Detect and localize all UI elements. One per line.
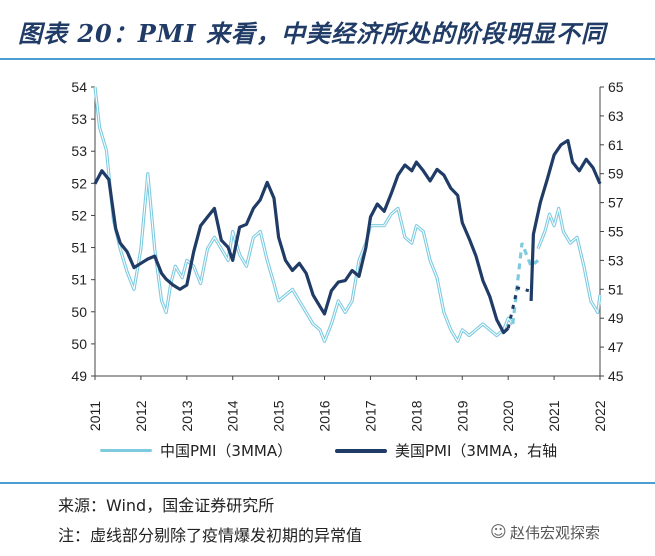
legend-label-us: 美国PMI（3MMA，右轴 — [395, 442, 558, 460]
right-tick-label: 55 — [608, 224, 624, 240]
left-tick-label: 52 — [71, 207, 87, 223]
left-tick-label: 49 — [71, 368, 87, 384]
x-tick-label: 2011 — [87, 401, 103, 431]
x-tick-label: 2022 — [592, 400, 608, 431]
series-dash-china — [511, 242, 540, 325]
source-text: 来源：Wind，国金证券研究所 — [58, 496, 275, 515]
series-line-china-outer — [93, 86, 515, 343]
x-tick-label: 2015 — [271, 400, 287, 431]
top-divider — [0, 58, 655, 60]
right-tick-label: 57 — [608, 195, 624, 211]
watermark-text: 赵伟宏观探索 — [510, 524, 601, 542]
x-tick-label: 2017 — [362, 400, 378, 431]
x-tick-label: 2018 — [408, 400, 424, 431]
right-tick-label: 65 — [608, 79, 624, 95]
series-dash-us — [506, 286, 530, 329]
right-tick-label: 51 — [608, 281, 624, 297]
series-line-china-inner — [94, 86, 514, 342]
legend-item-china: 中国PMI（3MMA） — [100, 440, 292, 461]
bottom-divider — [0, 482, 655, 484]
series-post-china-inner — [537, 207, 601, 313]
left-tick-label: 54 — [71, 79, 87, 95]
left-tick-label: 52 — [71, 175, 87, 191]
left-tick-label: 51 — [71, 240, 87, 256]
x-tick-label: 2012 — [133, 400, 149, 431]
legend-swatch-us — [335, 448, 387, 453]
right-tick-label: 59 — [608, 166, 624, 182]
x-tick-label: 2016 — [317, 400, 333, 431]
x-tick-label: 2014 — [225, 400, 241, 431]
left-tick-label: 50 — [71, 336, 87, 352]
series-post-us — [529, 138, 602, 301]
legend: 中国PMI（3MMA） 美国PMI（3MMA，右轴 — [0, 440, 655, 470]
left-tick-label: 50 — [71, 304, 87, 320]
x-tick-label: 2013 — [179, 400, 195, 431]
legend-item-us: 美国PMI（3MMA，右轴 — [335, 440, 557, 461]
chart-svg: 54 53 53 52 52 51 51 50 50 49 65 63 61 59 57 55 53 51 49 47… — [71, 79, 624, 432]
legend-label-china: 中国PMI（3MMA） — [160, 442, 293, 460]
x-tick-label: 2021 — [546, 400, 562, 431]
right-tick-label: 47 — [608, 339, 624, 355]
series-line-us — [93, 160, 510, 335]
left-tick-label: 51 — [71, 272, 87, 288]
legend-swatch-china — [100, 449, 152, 452]
right-tick-label: 49 — [608, 310, 624, 326]
wechat-icon: ☺ — [490, 522, 507, 541]
page-title: 图表 20：PMI 来看，中美经济所处的阶段明显不同 — [18, 19, 606, 48]
right-tick-label: 53 — [608, 252, 624, 268]
right-tick-label: 63 — [608, 108, 624, 124]
left-tick-label: 53 — [71, 111, 87, 127]
right-tick-label: 45 — [608, 368, 624, 384]
x-tick-label: 2020 — [500, 400, 516, 431]
x-tick-label: 2019 — [454, 400, 470, 431]
note-text: 注：虚线部分剔除了疫情爆发初期的异常值 — [58, 526, 363, 545]
right-tick-label: 61 — [608, 137, 624, 153]
title-bar: 图表 20：PMI 来看，中美经济所处的阶段明显不同 — [0, 0, 655, 58]
left-tick-label: 53 — [71, 143, 87, 159]
